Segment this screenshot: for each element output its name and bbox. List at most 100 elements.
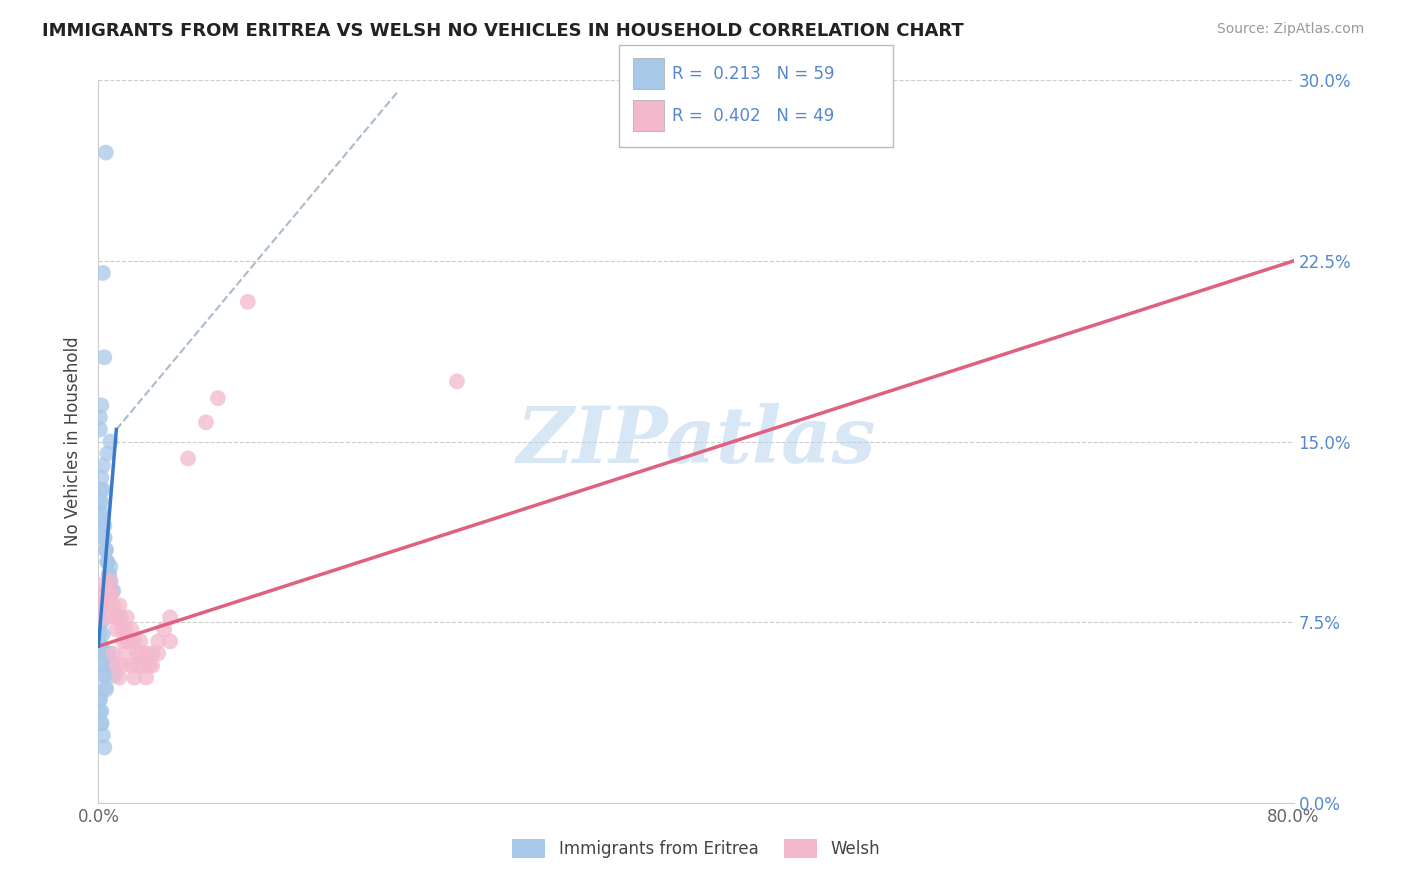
Point [91, 656, 114, 670]
Point [89, 692, 111, 706]
Point [90, 639, 112, 653]
Point [108, 599, 131, 613]
Point [141, 647, 163, 661]
Point [94, 680, 117, 694]
Point [135, 671, 157, 685]
Point [148, 634, 170, 648]
Point [105, 623, 128, 637]
Text: R =  0.402   N = 49: R = 0.402 N = 49 [672, 107, 834, 125]
Point [129, 634, 152, 648]
Point [89, 603, 111, 617]
Point [207, 391, 229, 405]
Point [97, 647, 120, 661]
Point [153, 623, 176, 637]
Point [112, 634, 135, 648]
Point [120, 623, 142, 637]
Point [96, 599, 118, 613]
Point [93, 518, 115, 533]
Point [94, 145, 117, 160]
Point [91, 644, 114, 658]
Point [96, 446, 118, 460]
Point [103, 599, 125, 613]
Point [89, 410, 111, 425]
Legend: Immigrants from Eritrea, Welsh: Immigrants from Eritrea, Welsh [503, 830, 889, 867]
Point [94, 542, 117, 557]
Point [97, 567, 120, 582]
Text: Source: ZipAtlas.com: Source: ZipAtlas.com [1216, 22, 1364, 37]
Point [93, 740, 115, 755]
Point [124, 671, 146, 685]
Point [89, 422, 111, 436]
Point [103, 583, 125, 598]
Point [90, 615, 112, 630]
Point [90, 704, 112, 718]
Point [97, 574, 120, 589]
Point [91, 507, 114, 521]
Point [103, 647, 125, 661]
Point [89, 591, 111, 605]
Point [98, 559, 122, 574]
Text: IMMIGRANTS FROM ERITREA VS WELSH NO VEHICLES IN HOUSEHOLD CORRELATION CHART: IMMIGRANTS FROM ERITREA VS WELSH NO VEHI… [42, 22, 965, 40]
Point [90, 483, 112, 497]
Point [446, 374, 468, 388]
Point [98, 574, 122, 589]
Point [114, 623, 136, 637]
Point [236, 294, 259, 309]
Point [117, 634, 139, 648]
Point [97, 586, 120, 600]
Y-axis label: No Vehicles in Household: No Vehicles in Household [65, 336, 83, 547]
Text: R =  0.213   N = 59: R = 0.213 N = 59 [672, 65, 835, 83]
Point [90, 494, 112, 508]
Point [105, 658, 128, 673]
Point [91, 658, 114, 673]
Point [94, 682, 117, 697]
Point [90, 716, 112, 731]
Point [90, 470, 112, 484]
Point [89, 692, 111, 706]
Point [90, 716, 112, 731]
Point [91, 728, 114, 742]
Point [195, 415, 218, 429]
Point [129, 647, 152, 661]
Point [107, 610, 129, 624]
Point [132, 658, 155, 673]
Point [177, 451, 200, 466]
Point [91, 518, 114, 533]
Point [93, 531, 115, 545]
Point [94, 610, 117, 624]
Point [96, 555, 118, 569]
Point [108, 671, 131, 685]
Point [98, 574, 122, 589]
Point [104, 668, 127, 682]
Point [110, 610, 132, 624]
Point [120, 658, 142, 673]
Point [148, 647, 170, 661]
Point [98, 434, 122, 449]
Point [93, 350, 115, 364]
Point [91, 458, 114, 473]
Point [89, 627, 111, 641]
Point [89, 494, 111, 508]
Point [138, 658, 160, 673]
Point [94, 542, 117, 557]
Point [89, 603, 111, 617]
Point [97, 567, 120, 582]
Point [89, 704, 111, 718]
Point [91, 483, 114, 497]
Point [111, 658, 134, 673]
Point [90, 398, 112, 412]
Point [114, 647, 136, 661]
Point [91, 266, 114, 280]
Point [101, 586, 124, 600]
Text: ZIPatlas: ZIPatlas [516, 403, 876, 480]
Point [90, 644, 112, 658]
Point [159, 634, 181, 648]
Point [93, 668, 115, 682]
Point [90, 615, 112, 630]
Point [90, 639, 112, 653]
Point [96, 555, 118, 569]
Point [141, 658, 163, 673]
Point [93, 668, 115, 682]
Point [89, 507, 111, 521]
Point [93, 531, 115, 545]
